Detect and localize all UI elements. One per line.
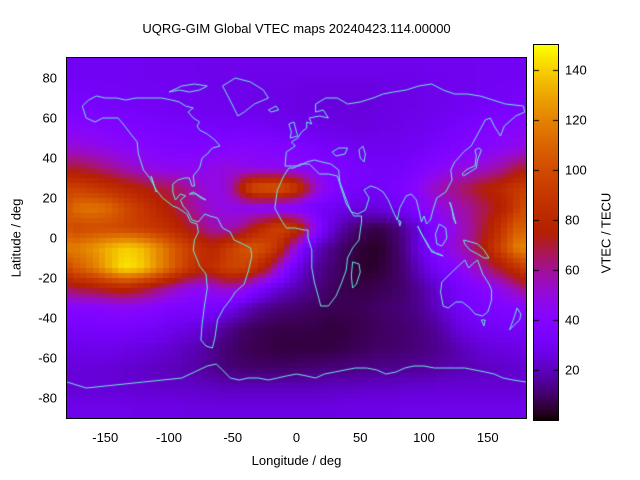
x-tick-label: -50 [223, 430, 243, 445]
colorbar-tick-label: 100 [565, 162, 587, 178]
colorbar-tick-label: 60 [565, 262, 580, 278]
vtec-heatmap-canvas [67, 58, 526, 418]
y-tick-label: -20 [38, 270, 57, 286]
y-tick-label: 60 [42, 110, 57, 126]
chart-title: UQRG-GIM Global VTEC maps 20240423.114.0… [142, 21, 451, 36]
colorbar-tick-label: 40 [565, 312, 580, 328]
colorbar-tick-label: 20 [565, 362, 580, 378]
x-tick-label: 50 [353, 430, 368, 445]
y-tick-label: 0 [49, 230, 57, 246]
y-tick-label: 40 [42, 150, 57, 166]
y-tick-label: 80 [42, 70, 57, 86]
x-tick-label: -100 [155, 430, 183, 445]
colorbar-tick-label: 120 [565, 112, 587, 128]
x-tick-label: 0 [292, 430, 301, 445]
x-tick-label: -150 [92, 430, 119, 445]
colorbar-label: VTEC / TECU [598, 192, 614, 274]
x-axis-label: Longitude / deg [251, 453, 342, 468]
x-tick-label: 150 [476, 430, 499, 445]
colorbar-tick-label: 80 [565, 212, 580, 228]
x-tick-label: 100 [413, 430, 435, 445]
y-tick-label: 20 [42, 190, 57, 206]
y-tick-label: -40 [38, 310, 57, 326]
colorbar-tick-label: 140 [565, 62, 587, 78]
y-tick-label: -60 [38, 350, 57, 366]
map-plot-area [66, 57, 527, 419]
colorbar [533, 44, 559, 421]
colorbar-gradient-canvas [534, 45, 558, 420]
y-tick-label: -80 [38, 390, 57, 406]
